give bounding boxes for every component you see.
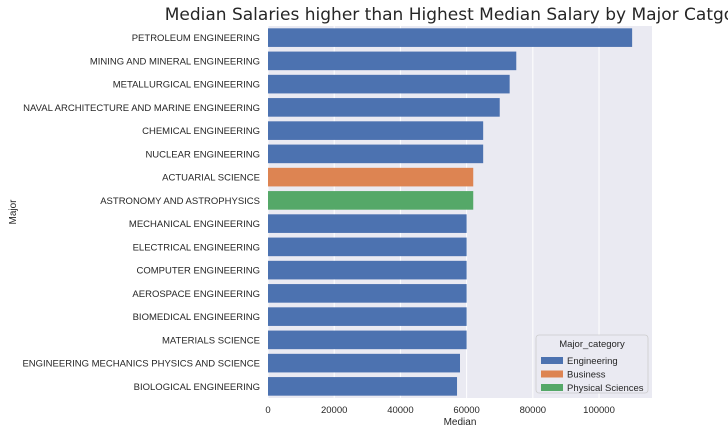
bar <box>268 74 510 94</box>
x-tick-label: 60000 <box>453 405 479 416</box>
y-tick-label: MECHANICAL ENGINEERING <box>129 219 260 230</box>
y-tick-label: PETROLEUM ENGINEERING <box>132 33 260 44</box>
y-tick-label: AEROSPACE ENGINEERING <box>132 289 260 300</box>
bar <box>268 307 467 326</box>
y-tick-label: ACTUARIAL SCIENCE <box>162 173 260 184</box>
bar <box>268 98 500 117</box>
x-tick-label: 40000 <box>387 405 413 416</box>
y-tick-label: ENGINEERING MECHANICS PHYSICS AND SCIENC… <box>22 359 260 370</box>
bar <box>268 121 484 140</box>
bar <box>268 167 474 187</box>
bar <box>268 260 467 280</box>
bar <box>268 144 484 164</box>
x-tick-label: 20000 <box>321 405 347 416</box>
legend-title: Major_category <box>559 339 625 350</box>
y-tick-label: CHEMICAL ENGINEERING <box>142 126 260 137</box>
legend-entry: Business <box>567 370 606 381</box>
y-tick-label: NAVAL ARCHITECTURE AND MARINE ENGINEERIN… <box>23 103 260 114</box>
y-tick-label: BIOLOGICAL ENGINEERING <box>134 382 260 393</box>
x-tick-labels: 0 20000 40000 60000 80000 100000 <box>265 405 615 416</box>
y-tick-label: MATERIALS SCIENCE <box>162 335 260 346</box>
y-tick-label: ELECTRICAL ENGINEERING <box>133 242 260 253</box>
legend-swatch <box>541 370 563 378</box>
legend-entry: Physical Sciences <box>567 383 644 394</box>
legend-swatch <box>541 357 563 364</box>
legend-entry: Engineering <box>567 356 618 367</box>
y-tick-labels: PETROLEUM ENGINEERING MINING AND MINERAL … <box>22 33 260 393</box>
y-tick-label: MINING AND MINERAL ENGINEERING <box>90 56 260 67</box>
bars <box>268 28 633 396</box>
y-axis-label: Major <box>8 199 19 225</box>
x-tick-label: 100000 <box>583 405 615 416</box>
bar <box>268 353 460 373</box>
bar <box>268 191 474 210</box>
legend: Major_category Engineering Business Physica… <box>535 334 649 394</box>
y-tick-label: NUCLEAR ENGINEERING <box>145 149 260 160</box>
bar <box>268 214 467 233</box>
y-tick-label: ASTRONOMY AND ASTROPHYSICS <box>100 196 260 207</box>
bar <box>268 284 467 303</box>
bar <box>268 330 467 350</box>
x-axis-label: Median <box>444 417 477 428</box>
x-tick-label: 0 <box>265 405 270 416</box>
y-tick-label: COMPUTER ENGINEERING <box>136 266 260 277</box>
chart-title: Median Salaries higher than Highest Medi… <box>165 5 728 25</box>
y-tick-label: BIOMEDICAL ENGINEERING <box>133 312 260 323</box>
bar <box>268 51 517 71</box>
bar <box>268 28 633 47</box>
bar <box>268 237 467 257</box>
legend-swatch <box>541 384 563 391</box>
legend-frame <box>535 334 649 394</box>
bar <box>268 377 458 396</box>
x-tick-label: 80000 <box>520 405 546 416</box>
y-tick-label: METALLURGICAL ENGINEERING <box>113 80 260 91</box>
